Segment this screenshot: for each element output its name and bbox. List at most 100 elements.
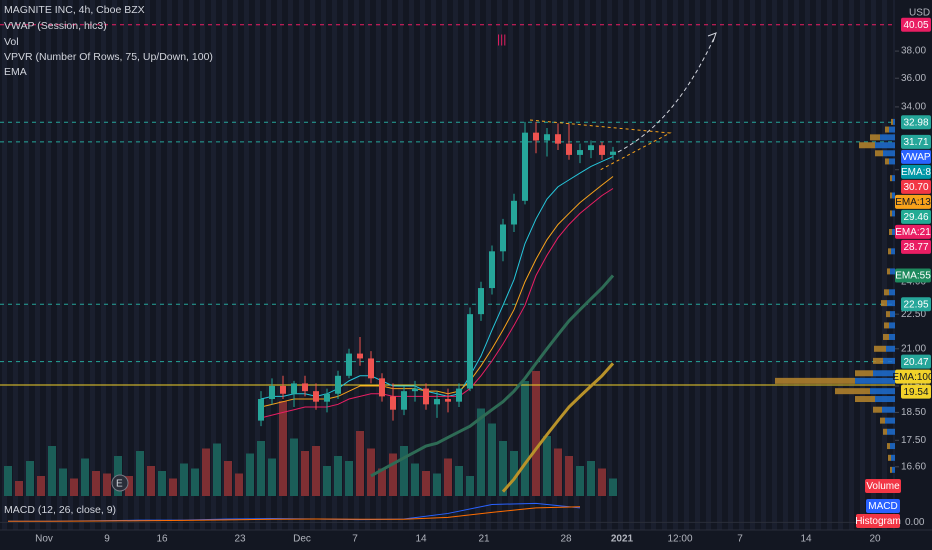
price-tag-label: EMA:8 xyxy=(901,167,931,178)
volume-bar xyxy=(268,458,276,496)
volume-bar xyxy=(279,401,287,496)
session-band xyxy=(805,0,810,530)
indicator: VWAP (Session, hlc3) xyxy=(4,20,107,32)
session-band xyxy=(310,0,315,530)
x-tick-label: Dec xyxy=(293,534,311,545)
candle-body xyxy=(445,399,451,402)
session-band xyxy=(607,0,612,530)
vpvr-down xyxy=(885,126,889,133)
volume-bar xyxy=(70,478,78,496)
macd-title: MACD (12, 26, close, 9) xyxy=(4,504,116,516)
vpvr-up xyxy=(892,466,895,473)
volume-bar xyxy=(334,456,342,496)
session-band xyxy=(321,0,326,530)
session-band xyxy=(761,0,766,530)
vpvr-up xyxy=(875,142,895,149)
session-band xyxy=(475,0,480,530)
candle-body xyxy=(522,132,528,201)
vpvr-down xyxy=(873,357,883,364)
pane-tag xyxy=(856,514,900,528)
volume-bar xyxy=(26,461,34,496)
session-band xyxy=(255,0,260,530)
session-band xyxy=(640,0,645,530)
vpvr-up xyxy=(889,158,895,165)
price-tag-label: EMA:100 xyxy=(892,372,932,383)
session-band xyxy=(288,0,293,530)
session-band xyxy=(299,0,304,530)
macd-line xyxy=(8,506,581,522)
arrow-head xyxy=(707,32,717,43)
session-band xyxy=(453,0,458,530)
axes: Volume 0.00 MACD Histogram 38.00 36.00 34.00 30… xyxy=(0,17,932,545)
volume-bar xyxy=(598,468,606,496)
x-tick-label: 21 xyxy=(478,534,490,545)
session-band xyxy=(585,0,590,530)
vpvr-down xyxy=(884,289,889,296)
volume-bar xyxy=(444,458,452,496)
volume-bar xyxy=(158,471,166,496)
session-band xyxy=(13,0,18,530)
pane-tag xyxy=(866,499,900,513)
volume-bar xyxy=(455,466,463,496)
candle-body xyxy=(588,145,594,151)
volume-bar xyxy=(587,461,595,496)
volume-bar xyxy=(400,446,408,496)
candle-body xyxy=(346,353,352,376)
price-tag xyxy=(901,354,931,369)
volume-bar xyxy=(433,473,441,496)
volume-bar xyxy=(345,461,353,496)
vpvr-up xyxy=(889,289,895,296)
vpvr-down xyxy=(835,388,870,395)
candle-body xyxy=(401,391,407,410)
x-tick-label: 28 xyxy=(560,534,572,545)
price-tag-label: 40.05 xyxy=(903,20,928,31)
vpvr-up xyxy=(892,210,895,217)
price-tag-label: 19.54 xyxy=(903,387,928,398)
vpvr-up xyxy=(875,396,895,403)
vpvr-up xyxy=(880,134,895,141)
vpvr-down xyxy=(887,268,890,275)
vpvr-up xyxy=(892,229,895,236)
vpvr-down xyxy=(870,134,880,141)
vpvr-up xyxy=(891,248,895,255)
volume-bar xyxy=(543,436,551,496)
x-tick-label: 20 xyxy=(869,534,881,545)
x-tick-label: Nov xyxy=(35,534,53,545)
candle-body xyxy=(368,358,374,379)
candle-body xyxy=(280,385,286,394)
candle-body xyxy=(302,383,308,392)
session-band xyxy=(684,0,689,530)
session-band xyxy=(57,0,62,530)
candle-body xyxy=(390,396,396,410)
y-tick-label: 18.50 xyxy=(901,407,926,418)
session-band xyxy=(552,0,557,530)
price-tag-label: 22.95 xyxy=(903,299,928,310)
candle-body xyxy=(313,391,319,402)
session-band xyxy=(123,0,128,530)
pane-tag xyxy=(865,479,901,493)
session-band xyxy=(794,0,799,530)
price-tag-label: EMA:13 xyxy=(895,197,931,208)
price-tag xyxy=(901,384,931,399)
session-band xyxy=(486,0,491,530)
session-band xyxy=(46,0,51,530)
session-band xyxy=(783,0,788,530)
session-band xyxy=(728,0,733,530)
y-tick-label: 22.50 xyxy=(901,309,926,320)
price-tag xyxy=(901,179,931,194)
vpvr-down xyxy=(855,370,873,377)
session-band xyxy=(211,0,216,530)
candle-body xyxy=(258,399,264,421)
session-band xyxy=(695,0,700,530)
session-band xyxy=(167,0,172,530)
volume-bar xyxy=(499,441,507,496)
x-tick-label: 14 xyxy=(800,534,812,545)
candle-body xyxy=(577,150,583,155)
vpvr-down xyxy=(890,210,892,217)
session-band xyxy=(541,0,546,530)
vpvr-down xyxy=(886,311,890,318)
price-tag xyxy=(901,17,931,32)
vpvr-down xyxy=(873,406,882,413)
session-band xyxy=(827,0,832,530)
volume-bar xyxy=(290,438,298,496)
